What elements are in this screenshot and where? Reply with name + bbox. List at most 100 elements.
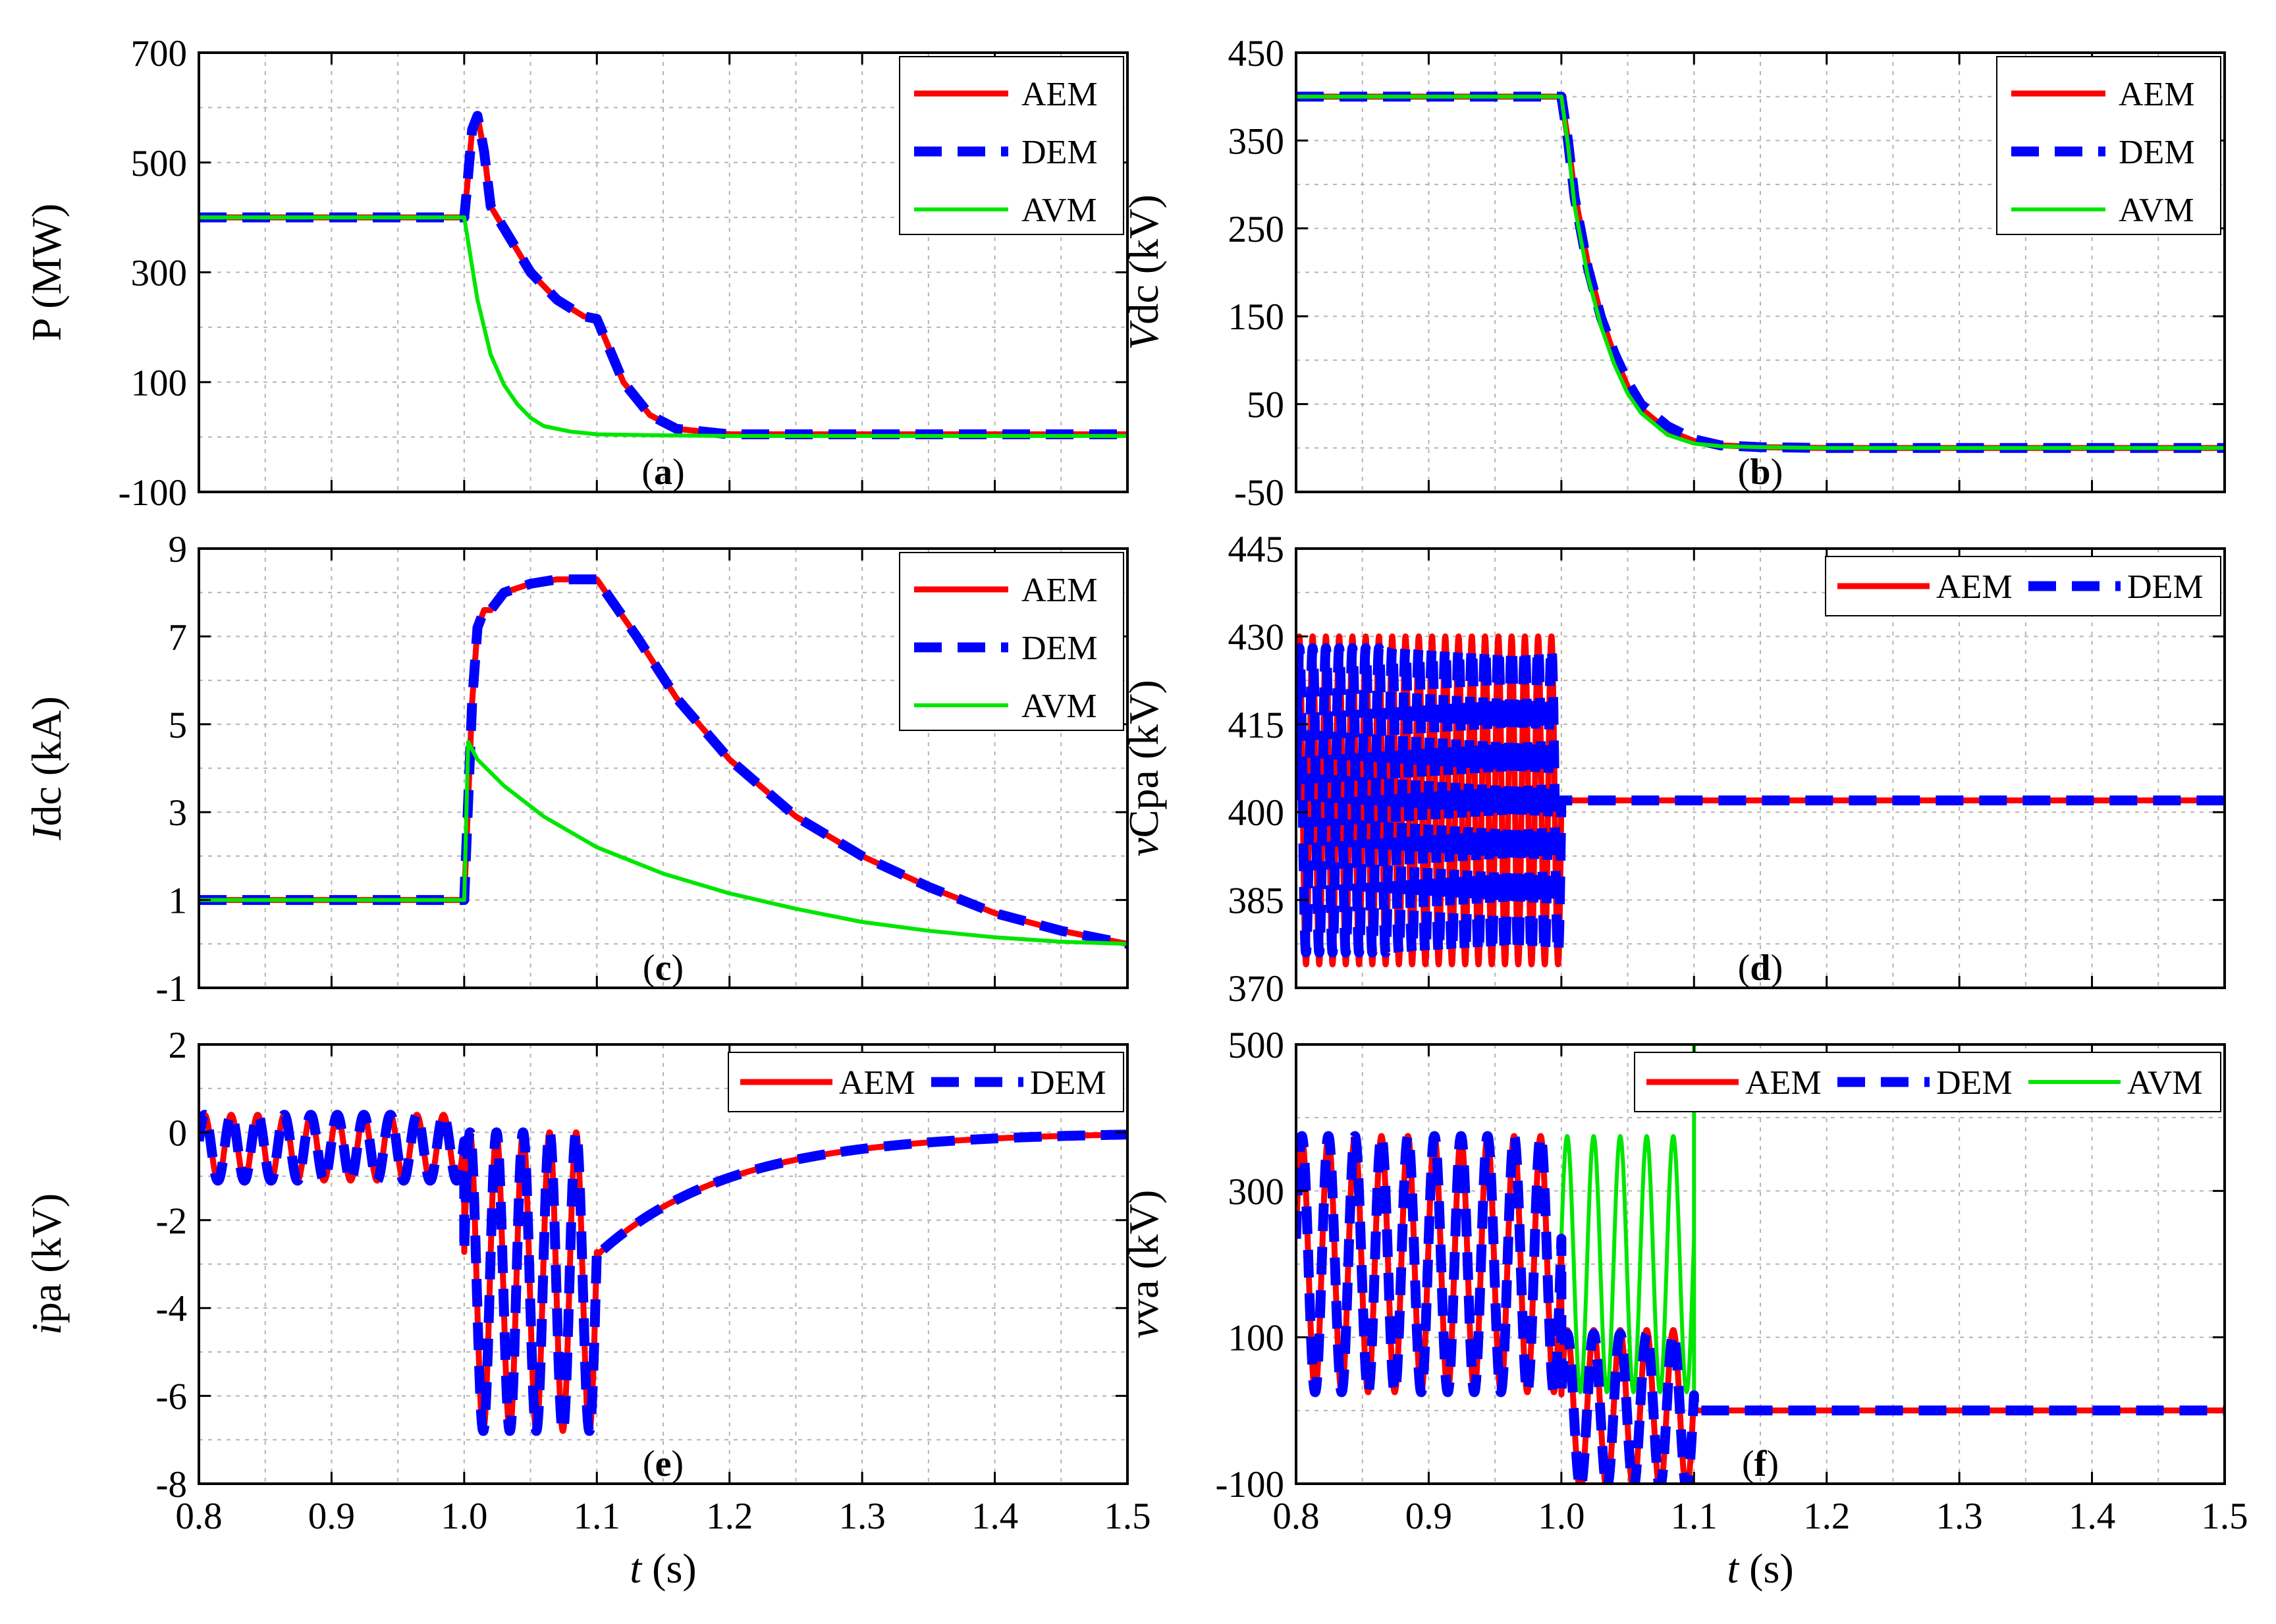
series-group — [1296, 633, 2225, 967]
y-tick-label: -1 — [156, 968, 187, 1010]
series-line-dem — [1296, 1131, 2225, 1484]
y-tick-label: -6 — [156, 1376, 187, 1418]
y-tick-label: 100 — [1228, 1318, 1285, 1359]
series-group — [199, 574, 1127, 949]
y-axis-label: P (MW) — [23, 203, 70, 341]
x-tick-label: 1.4 — [971, 1496, 1018, 1537]
y-tick-label: 50 — [1247, 385, 1284, 426]
legend-label: AVM — [1021, 688, 1097, 725]
panel-label: (d) — [1738, 948, 1783, 988]
plot-frame — [198, 1043, 1129, 1485]
plot-frame — [1295, 1043, 2226, 1485]
y-axis-label: vva (kV) — [1120, 1190, 1167, 1339]
panel-b: -50 50 150 250 350 450 Vdc (kV) (b) AEM DEM AVM — [1120, 33, 2226, 514]
legend-box — [899, 552, 1124, 731]
panel-f: 0.8 0.9 1.0 1.1 1.2 1.3 1.4 1.5 -100 100 300 500 vva… — [1120, 1025, 2248, 1592]
legend-label: AVM — [1021, 192, 1097, 229]
panel-label: (c) — [643, 948, 684, 988]
y-tick-label: 5 — [169, 705, 188, 746]
x-tick-label: 1.5 — [1104, 1496, 1151, 1537]
x-tick-label: 1.3 — [839, 1496, 886, 1537]
legend: AEM DEM AVM — [1996, 56, 2221, 235]
legend-box — [899, 56, 1124, 235]
x-tick-label: 1.3 — [1936, 1496, 1983, 1537]
legend: AEM DEM AVM — [1634, 1052, 2221, 1112]
y-tick-label: -100 — [119, 472, 187, 514]
series-group — [199, 111, 1127, 439]
x-tick-label: 0.9 — [308, 1496, 355, 1537]
panel-label: (a) — [641, 452, 684, 493]
y-tick-label: 3 — [169, 792, 188, 834]
x-tick-label: 1.1 — [574, 1496, 620, 1537]
y-tick-label: -8 — [156, 1464, 187, 1505]
panel-d: 370 385 400 415 430 445 vCpa (kV) (d) AEM DEM — [1120, 529, 2226, 1010]
plot-frame — [1295, 547, 2226, 989]
y-tick-label: 100 — [131, 362, 188, 404]
y-tick-label: 150 — [1228, 296, 1285, 338]
grid — [1296, 549, 2225, 988]
x-tick-label: 1.0 — [441, 1496, 487, 1537]
legend-label: DEM — [1030, 1064, 1106, 1102]
legend: AEM DEM — [1825, 556, 2221, 616]
x-axis-label: t (s) — [630, 1545, 696, 1592]
legend-label: AEM — [2119, 76, 2195, 113]
y-tick-label: 445 — [1228, 529, 1285, 570]
panel-a: -100 100 300 500 700 P (MW) (a) AEM DEM AVM — [23, 33, 1129, 514]
panel-e: 0.8 0.9 1.0 1.1 1.2 1.3 1.4 1.5 -8 -6 -4 -2 0 2 ipa (k… — [23, 1025, 1151, 1592]
x-tick-label: 1.1 — [1671, 1496, 1718, 1537]
y-tick-label: -2 — [156, 1201, 187, 1242]
panel-label: (e) — [643, 1444, 684, 1484]
y-tick-label: 9 — [169, 529, 188, 570]
series-line-dem — [199, 574, 1127, 949]
y-tick-label: 370 — [1228, 968, 1285, 1010]
grid — [199, 1044, 1127, 1484]
y-tick-label: 700 — [131, 33, 188, 74]
x-tick-label: 1.0 — [1538, 1496, 1585, 1537]
legend-label: AVM — [2127, 1064, 2203, 1102]
legend-label: AVM — [2119, 192, 2194, 229]
legend: AEM DEM AVM — [899, 552, 1124, 731]
x-tick-label: 1.2 — [1803, 1496, 1850, 1537]
y-tick-label: 415 — [1228, 705, 1285, 746]
legend-label: DEM — [1021, 134, 1098, 171]
x-tick-label: 0.8 — [175, 1496, 222, 1537]
x-axis-label: t (s) — [1727, 1545, 1793, 1592]
legend-label: DEM — [2119, 134, 2195, 171]
y-axis-label: Vdc (kV) — [1120, 194, 1167, 350]
x-tick-label: 1.5 — [2201, 1496, 2248, 1537]
y-tick-label: 385 — [1228, 880, 1285, 922]
legend-label: AEM — [1021, 572, 1098, 609]
series-group — [1296, 92, 2225, 453]
y-tick-label: 1 — [169, 880, 188, 922]
y-axis-label: Idc (kA) — [23, 696, 70, 841]
y-tick-label: 250 — [1228, 209, 1285, 250]
panel-c: -1 1 3 5 7 9 Idc (kA) (c) AEM DEM AVM — [23, 529, 1129, 1010]
plot-frame — [198, 547, 1129, 989]
y-tick-label: 500 — [131, 143, 188, 184]
y-tick-label: -4 — [156, 1288, 187, 1330]
series-group — [199, 1110, 1127, 1436]
x-tick-label: 1.2 — [706, 1496, 753, 1537]
legend-label: DEM — [2127, 568, 2204, 606]
x-tick-label: 0.9 — [1405, 1496, 1452, 1537]
series-line-aem — [199, 113, 1127, 437]
legend-label: AEM — [1936, 568, 2013, 606]
y-tick-label: 430 — [1228, 616, 1285, 658]
y-tick-label: 0 — [169, 1112, 188, 1154]
legend-box — [1996, 56, 2221, 235]
y-axis-label: vCpa (kV) — [1120, 680, 1167, 856]
y-tick-label: 300 — [131, 253, 188, 294]
series-line-avm — [199, 215, 1127, 438]
series-line-dem — [199, 1110, 1127, 1436]
legend: AEM DEM — [728, 1052, 1124, 1112]
panel-label: (b) — [1738, 452, 1783, 493]
plot-frame — [1295, 51, 2226, 493]
series-line-dem — [1296, 643, 2225, 958]
series-line-avm — [1296, 94, 2225, 450]
series-group — [1296, 1044, 2225, 1484]
y-tick-label: 300 — [1228, 1171, 1285, 1212]
legend-label: DEM — [1021, 630, 1098, 667]
y-tick-label: 450 — [1228, 33, 1285, 74]
panel-label: (f) — [1742, 1444, 1779, 1484]
